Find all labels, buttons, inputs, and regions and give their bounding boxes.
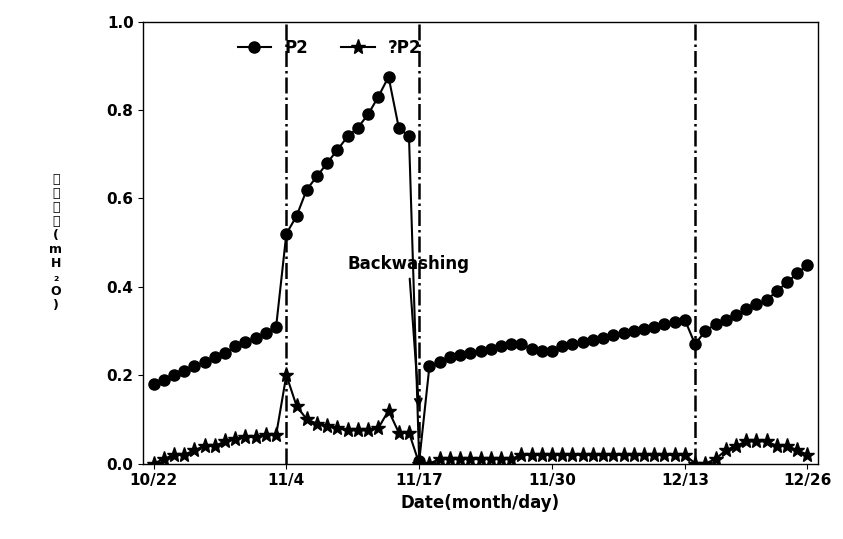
X-axis label: Date(month/day): Date(month/day): [401, 494, 560, 512]
?P2: [312, 420, 322, 427]
?P2: [148, 460, 158, 467]
P2: [384, 74, 394, 80]
?P2: [721, 447, 731, 453]
P2: [506, 341, 516, 348]
?P2: [782, 443, 792, 449]
?P2: [435, 456, 445, 462]
P2: [148, 381, 158, 387]
?P2: [803, 452, 813, 458]
Line: ?P2: ?P2: [146, 368, 815, 471]
?P2: [282, 372, 292, 378]
?P2: [353, 427, 363, 433]
Legend: P2, ?P2: P2, ?P2: [233, 34, 427, 63]
Text: 압
력
강
하
(
m
H
₂
O
): 압 력 강 하 ( m H ₂ O ): [49, 173, 62, 312]
P2: [731, 312, 741, 319]
Text: Backwashing: Backwashing: [347, 255, 470, 405]
P2: [782, 279, 792, 286]
P2: [803, 261, 813, 268]
Line: P2: P2: [148, 71, 813, 467]
P2: [414, 458, 424, 465]
P2: [302, 186, 312, 193]
P2: [342, 133, 352, 140]
?P2: [496, 456, 506, 462]
P2: [445, 354, 455, 361]
